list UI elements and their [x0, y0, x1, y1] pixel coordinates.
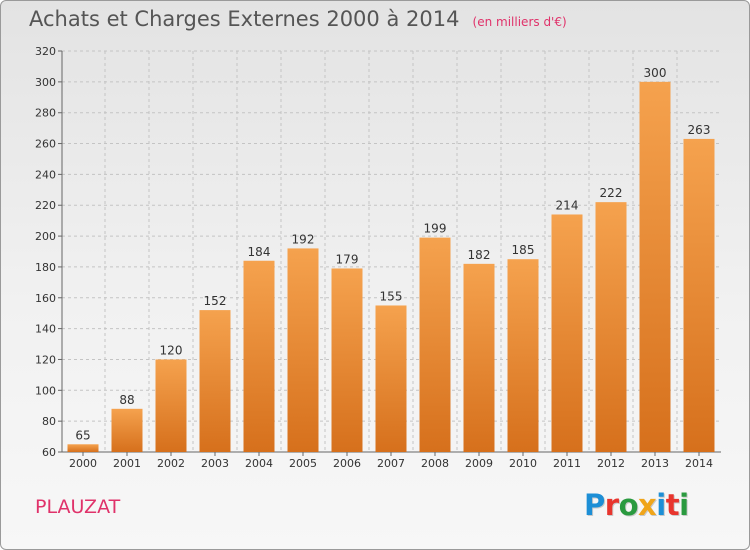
- x-tick-label-2014: 2014: [685, 457, 713, 470]
- x-tick-label-2002: 2002: [157, 457, 185, 470]
- bar-2003: [199, 310, 231, 452]
- data-label-2009: 182: [468, 248, 491, 262]
- y-tick-label-280: 280: [35, 107, 56, 120]
- x-tick-label-2012: 2012: [597, 457, 625, 470]
- x-tick-label-2004: 2004: [245, 457, 273, 470]
- bar-2000: [67, 444, 99, 452]
- axes: 60 80 100 120 140 160 180 200 220 240 260 280 300 320…: [35, 45, 721, 470]
- commune-name: PLAUZAT: [35, 496, 121, 518]
- y-tick-label-120: 120: [35, 353, 56, 366]
- chart-subtitle: (en milliers d'€): [472, 15, 567, 29]
- data-label-2006: 179: [336, 252, 359, 266]
- y-tick-label-320: 320: [35, 45, 56, 58]
- data-label-2001: 88: [119, 393, 134, 407]
- x-tick-label-2011: 2011: [553, 457, 581, 470]
- data-label-2000: 65: [75, 428, 90, 442]
- data-label-2003: 152: [204, 294, 227, 308]
- bars: [67, 81, 715, 452]
- y-tick-label-240: 240: [35, 168, 56, 181]
- y-tick-label-60: 60: [42, 446, 56, 459]
- y-tick-label-100: 100: [35, 384, 56, 397]
- logo-letter-2: o: [618, 488, 639, 522]
- y-tick-label-300: 300: [35, 76, 56, 89]
- title-row: Achats et Charges Externes 2000 à 2014 (…: [29, 7, 567, 31]
- x-tick-label-2010: 2010: [509, 457, 537, 470]
- y-tick-label-140: 140: [35, 323, 56, 336]
- logo-letter-3: x: [638, 488, 657, 522]
- bar-2004: [243, 260, 275, 452]
- bar-2006: [331, 268, 363, 452]
- bar-2010: [507, 259, 539, 452]
- bar-2013: [639, 81, 671, 452]
- bar-2012: [595, 202, 627, 452]
- data-label-2010: 185: [512, 243, 535, 257]
- x-tick-label-2006: 2006: [333, 457, 361, 470]
- x-tick-label-2009: 2009: [465, 457, 493, 470]
- data-labels: 65 88 120 152 184 192 179 155 199 182 185 214 222 300…: [75, 66, 710, 442]
- x-tick-label-2008: 2008: [421, 457, 449, 470]
- logo-letter-0: P: [584, 488, 605, 522]
- bar-2014: [683, 138, 715, 452]
- y-tick-label-200: 200: [35, 230, 56, 243]
- y-tick-label-260: 260: [35, 138, 56, 151]
- x-tick-label-2003: 2003: [201, 457, 229, 470]
- data-label-2002: 120: [160, 343, 183, 357]
- y-tick-label-220: 220: [35, 199, 56, 212]
- bar-2008: [419, 237, 451, 452]
- bar-2001: [111, 408, 143, 452]
- x-tick-label-2001: 2001: [113, 457, 141, 470]
- logo-letter-5: t: [665, 488, 680, 522]
- chart-title: Achats et Charges Externes 2000 à 2014: [29, 7, 460, 31]
- data-label-2007: 155: [380, 289, 403, 303]
- logo-letter-6: i: [679, 488, 689, 522]
- proxiti-logo[interactable]: Proxiti: [584, 488, 689, 522]
- data-label-2013: 300: [644, 66, 667, 80]
- x-tick-label-2013: 2013: [641, 457, 669, 470]
- logo-letter-4: i: [656, 488, 666, 522]
- y-tick-label-180: 180: [35, 261, 56, 274]
- data-label-2004: 184: [248, 245, 271, 259]
- y-tick-label-160: 160: [35, 292, 56, 305]
- bar-2002: [155, 359, 187, 452]
- bar-2009: [463, 263, 495, 452]
- y-tick-label-80: 80: [42, 415, 56, 428]
- data-label-2014: 263: [688, 123, 711, 137]
- data-label-2011: 214: [556, 198, 579, 212]
- logo-letter-1: r: [604, 488, 619, 522]
- data-label-2005: 192: [292, 232, 315, 246]
- bar-2007: [375, 305, 407, 452]
- bar-2011: [551, 214, 583, 452]
- x-tick-label-2007: 2007: [377, 457, 405, 470]
- bar-2005: [287, 248, 319, 452]
- data-label-2008: 199: [424, 222, 447, 236]
- data-label-2012: 222: [600, 186, 623, 200]
- x-tick-label-2000: 2000: [69, 457, 97, 470]
- x-tick-label-2005: 2005: [289, 457, 317, 470]
